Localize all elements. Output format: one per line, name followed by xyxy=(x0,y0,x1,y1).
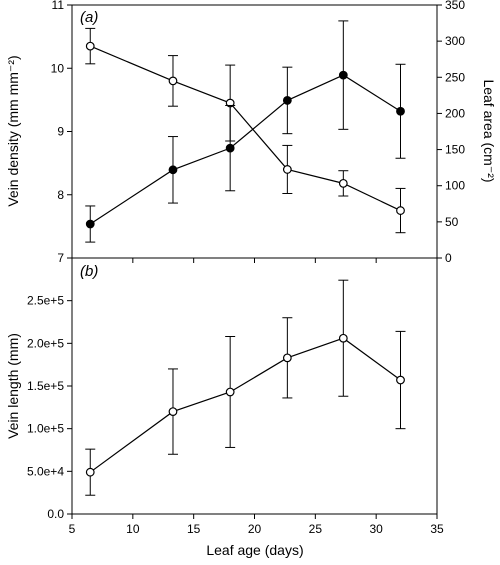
series-line-a-2 xyxy=(89,74,401,225)
data-point-a-1 xyxy=(282,165,292,174)
data-point-a-2 xyxy=(85,219,95,229)
plot-frame-b xyxy=(71,257,438,515)
y2-tick-label: 100 xyxy=(445,179,465,193)
x-tick-label: 20 xyxy=(248,522,262,536)
data-point-a-1 xyxy=(338,178,348,188)
panel-label-b: (b) xyxy=(80,263,98,280)
y2-tick-label: 300 xyxy=(445,34,465,48)
x-axis-label-leaf-age: Leaf age (days) xyxy=(206,542,303,558)
y2-axis-label-leaf-area: Leaf area (cm⁻²) xyxy=(481,79,497,182)
data-point-a-2 xyxy=(338,70,348,80)
x-tick-label: 35 xyxy=(430,522,444,536)
x-tick-label: 25 xyxy=(309,522,323,536)
data-point-b-1 xyxy=(282,353,292,363)
data-point-a-1 xyxy=(85,41,95,51)
y2-tick-label: 0 xyxy=(445,251,452,265)
y-tick-label-a: 11 xyxy=(52,0,65,12)
data-point-a-1 xyxy=(396,206,405,215)
y-tick-label-b: 5.0e+4 xyxy=(27,464,64,478)
x-tick-label: 30 xyxy=(369,522,383,536)
data-point-b-1 xyxy=(85,467,95,477)
y-tick-label-a: 10 xyxy=(51,61,65,75)
y-tick-label-a: 7 xyxy=(57,251,64,265)
y-tick-label-a: 9 xyxy=(57,125,64,139)
data-point-a-2 xyxy=(225,143,235,153)
x-tick-label: 5 xyxy=(69,522,76,536)
y-tick-label-b: 2.5e+5 xyxy=(27,294,64,308)
y-tick-label-b: 1.0e+5 xyxy=(27,422,64,436)
y2-tick-label: 150 xyxy=(445,143,465,157)
x-tick-label: 15 xyxy=(187,522,201,536)
y2-tick-label: 250 xyxy=(445,70,465,84)
y2-tick-label: 350 xyxy=(445,0,465,12)
series-line-b-1 xyxy=(89,337,401,473)
y-tick-label-b: 1.5e+5 xyxy=(27,379,64,393)
y-tick-label-a: 8 xyxy=(57,188,64,202)
chart-marks: 7 8 9 10 11 0 50 100 150 200 250 300 350 5 10 15 20 25 30 3… xyxy=(27,0,465,536)
data-point-a-2 xyxy=(396,106,405,116)
y-axis-label-vein-density: Vein density (mm mm⁻²) xyxy=(5,55,21,206)
x-tick-label: 10 xyxy=(126,522,140,536)
y2-tick-label: 50 xyxy=(445,215,459,229)
data-point-a-1 xyxy=(168,76,178,86)
data-point-b-1 xyxy=(225,387,235,397)
data-point-b-1 xyxy=(396,375,405,385)
data-point-a-2 xyxy=(282,96,292,105)
y2-tick-label: 200 xyxy=(445,106,465,120)
y-axis-label-vein-length: Vein length (mm) xyxy=(5,333,21,439)
panel-label-a: (a) xyxy=(80,9,98,26)
data-point-b-1 xyxy=(168,407,178,417)
data-point-b-1 xyxy=(338,333,348,343)
series-line-a-1 xyxy=(90,45,401,212)
y-tick-label-b: 2.0e+5 xyxy=(27,336,64,350)
data-point-a-2 xyxy=(168,165,178,175)
y-tick-label-b: 0.0 xyxy=(47,507,64,521)
